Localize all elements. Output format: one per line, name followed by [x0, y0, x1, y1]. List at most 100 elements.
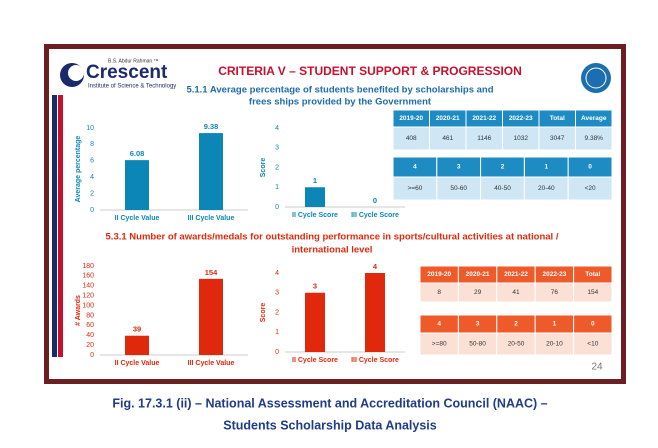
y-tick-label: 2 — [275, 309, 279, 316]
table-value: >=80 — [432, 341, 447, 348]
table-header: 2022-23 — [509, 115, 533, 122]
table-header: 0 — [588, 164, 592, 171]
y-tick-label: 80 — [86, 312, 94, 319]
table-header: 4 — [413, 164, 417, 171]
y-tick-label: 0 — [90, 207, 94, 214]
y-tick-label: 2 — [90, 190, 94, 197]
table-header: 2 — [501, 164, 505, 171]
table-header: Average — [581, 115, 607, 122]
right-logo — [585, 67, 607, 89]
bar — [125, 335, 149, 355]
table-header: 1 — [544, 164, 548, 171]
table-value: <10 — [587, 341, 598, 348]
data-label: 1 — [313, 176, 317, 185]
table-header: 2020-21 — [466, 271, 490, 278]
logo-icon — [68, 65, 84, 81]
x-tick-label: III Cycle Score — [351, 212, 399, 219]
table-value: 29 — [474, 289, 482, 296]
table-header: 0 — [591, 321, 595, 328]
table-header: Total — [550, 115, 565, 122]
table-header: 1 — [553, 321, 557, 328]
table-value: 1032 — [514, 135, 529, 142]
bar — [199, 133, 223, 210]
table-header: 2019-20 — [399, 115, 423, 122]
data-label: 6.08 — [130, 149, 145, 158]
table-value: 50-80 — [469, 341, 486, 348]
table-header: 3 — [457, 164, 461, 171]
bar — [365, 273, 385, 352]
y-tick-label: 2 — [275, 164, 279, 171]
table-value: <20 — [585, 185, 596, 192]
y-tick-label: 60 — [86, 322, 94, 329]
bar — [125, 160, 149, 210]
section-heading: frees ships provided by the Government — [249, 97, 432, 108]
bar — [305, 292, 325, 352]
table-header: 2019-20 — [427, 271, 451, 278]
table-value: 1146 — [477, 135, 491, 142]
table-value: 408 — [406, 135, 417, 142]
data-label: 39 — [133, 325, 141, 334]
section-heading: international level — [292, 245, 373, 256]
page-number: 24 — [591, 362, 603, 373]
section-heading: 5.3.1 Number of awards/medals for outsta… — [106, 232, 559, 243]
y-tick-label: 0 — [90, 352, 94, 359]
y-tick-label: 4 — [275, 270, 279, 277]
x-tick-label: II Cycle Value — [115, 215, 160, 222]
data-label: 0 — [373, 196, 377, 205]
table-value: >=60 — [407, 185, 422, 192]
y-tick-label: 160 — [82, 273, 94, 280]
logo-name: Crescent — [86, 62, 168, 83]
y-tick-label: 4 — [275, 125, 279, 132]
stripe — [58, 95, 63, 357]
table-value: 50-60 — [450, 185, 467, 192]
y-tick-label: 180 — [82, 263, 94, 270]
table-value: 8 — [437, 289, 441, 296]
section-heading: 5.1.1 Average percentage of students ben… — [186, 85, 493, 96]
table-header: Total — [585, 271, 600, 278]
data-label: 4 — [373, 262, 378, 271]
data-label: 154 — [205, 268, 218, 277]
table-header: 2022-23 — [542, 271, 566, 278]
x-tick-label: II Cycle Score — [292, 212, 338, 219]
x-tick-label: II Cycle Score — [292, 357, 338, 364]
y-tick-label: 1 — [275, 184, 279, 191]
data-label: 9.38 — [204, 122, 219, 131]
y-axis-label: # Awards — [75, 295, 82, 326]
table-header: 2 — [514, 321, 518, 328]
y-tick-label: 4 — [90, 174, 94, 181]
table-cell — [573, 282, 613, 303]
table-value: 41 — [512, 289, 520, 296]
x-tick-label: III Cycle Value — [188, 360, 235, 367]
stripe — [52, 95, 57, 357]
y-tick-label: 0 — [275, 204, 279, 211]
table-value: 9.38% — [585, 135, 604, 142]
caption: Fig. 17.3.1 (ii) – National Assessment a… — [112, 396, 547, 410]
x-tick-label: III Cycle Score — [351, 357, 399, 364]
table-header: 4 — [437, 321, 441, 328]
table-value: 40-50 — [494, 185, 511, 192]
y-tick-label: 20 — [86, 342, 94, 349]
y-axis-label: Average percentage — [75, 136, 82, 203]
slide-title: CRITERIA V – STUDENT SUPPORT & PROGRESSI… — [218, 64, 522, 78]
caption: Students Scholarship Data Analysis — [223, 418, 437, 432]
table-header: 2020-21 — [436, 115, 460, 122]
y-tick-label: 6 — [90, 158, 94, 165]
data-label: 3 — [313, 282, 317, 291]
table-header: 2021-22 — [504, 271, 528, 278]
bar — [305, 187, 325, 207]
table-header: 2021-22 — [472, 115, 496, 122]
bar — [199, 278, 223, 355]
table-value: 76 — [551, 289, 559, 296]
table-value: 20-10 — [546, 341, 563, 348]
table-value: 20-40 — [538, 185, 555, 192]
table-value: 461 — [442, 135, 453, 142]
y-tick-label: 40 — [86, 332, 94, 339]
y-tick-label: 3 — [275, 290, 279, 297]
y-tick-label: 1 — [275, 329, 279, 336]
table-value: 20-50 — [508, 341, 525, 348]
logo-sub: Institute of Science & Technology — [88, 84, 176, 90]
table-header: 3 — [476, 321, 480, 328]
y-tick-label: 0 — [275, 349, 279, 356]
table-cell — [573, 332, 613, 356]
